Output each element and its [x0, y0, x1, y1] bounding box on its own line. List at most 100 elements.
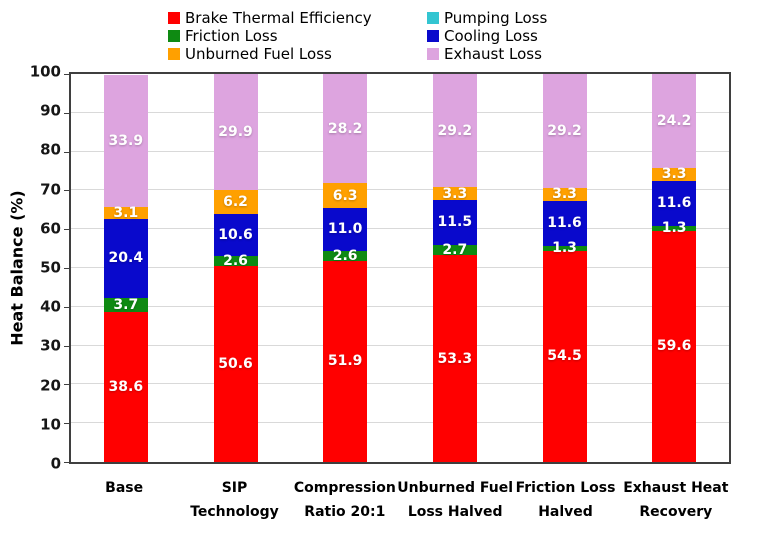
bar-segment: 11.6: [652, 180, 697, 226]
segment-value-label: 6.3: [332, 187, 358, 204]
bar-segment: 38.6: [103, 312, 148, 462]
segment-value-label: 24.2: [656, 112, 692, 129]
segment-value-label: 11.0: [327, 221, 363, 238]
legend-label: Brake Thermal Efficiency: [185, 9, 372, 27]
segment-value-label: 3.3: [442, 185, 468, 202]
segment-value-label: 3.3: [661, 166, 687, 183]
segment-value-label: 54.5: [547, 348, 582, 365]
legend-swatch-icon: [427, 12, 439, 24]
x-category-label-line: Halved: [538, 504, 593, 520]
gridline: [71, 189, 729, 191]
segment-value-label: 1.3: [552, 240, 577, 257]
y-tick-mark: [64, 384, 69, 386]
segment-value-label: 20.4: [108, 250, 144, 267]
bar-segment: 11.6: [542, 200, 587, 246]
bar-segment: 3.3: [652, 167, 697, 181]
legend-label: Unburned Fuel Loss: [185, 45, 332, 63]
segment-value-label: 53.3: [437, 350, 473, 367]
legend-column-2: Pumping Loss Cooling Loss Exhaust Loss: [427, 9, 547, 63]
segment-value-label: 2.6: [332, 247, 358, 264]
bar-segment: 28.2: [323, 74, 368, 184]
bar-segment: 1.3: [542, 241, 587, 255]
legend-item: Brake Thermal Efficiency: [168, 9, 372, 27]
y-tick-label: 30: [40, 336, 61, 355]
segment-value-label: 11.6: [547, 215, 582, 231]
bar-segment: 2.6: [323, 249, 368, 263]
segment-value-label: 51.9: [327, 353, 363, 370]
bar-segment: 29.2: [542, 74, 587, 188]
segment-value-label: 50.6: [218, 355, 253, 372]
bar-segment: 51.9: [323, 260, 368, 462]
segment-value-label: 29.9: [218, 124, 253, 141]
bar-segment: 3.1: [103, 206, 148, 220]
gridline: [71, 111, 729, 113]
bar-segment: 29.2: [432, 74, 477, 188]
segment-value-label: 2.6: [223, 252, 248, 269]
y-tick-mark: [64, 462, 69, 463]
legend-item: Unburned Fuel Loss: [168, 45, 372, 63]
legend-swatch-icon: [168, 48, 180, 60]
legend-item: Exhaust Loss: [427, 45, 547, 63]
legend-label: Cooling Loss: [444, 27, 538, 45]
legend-item: Pumping Loss: [427, 9, 547, 27]
y-tick-label: 100: [29, 62, 61, 81]
y-tick-label: 0: [50, 454, 61, 473]
legend-label: Exhaust Loss: [444, 45, 542, 63]
legend-label: Pumping Loss: [444, 9, 548, 27]
x-category-label-line: SIP: [221, 480, 248, 496]
legend-swatch-icon: [427, 30, 439, 42]
segment-value-label: 3.3: [552, 186, 577, 203]
segment-value-label: 1.3: [661, 220, 687, 237]
y-tick-label: 70: [40, 180, 61, 199]
segment-value-label: 33.9: [108, 132, 144, 149]
bar-segment: 6.2: [213, 190, 258, 215]
y-tick-mark: [64, 306, 69, 308]
segment-value-label: 38.6: [108, 379, 144, 396]
bar-6: 59.6 1.3 11.6 3.3 24.2: [652, 74, 697, 462]
legend-swatch-icon: [168, 30, 180, 42]
x-category-label: SIP Technology: [190, 476, 279, 524]
segment-value-label: 59.6: [656, 338, 692, 355]
bar-segment: 2.7: [432, 243, 477, 257]
x-category-label-line: Unburned Fuel: [397, 480, 514, 496]
bar-segment: 3.3: [542, 187, 587, 201]
bar-segment: 20.4: [103, 218, 148, 298]
segment-value-label: 2.7: [442, 241, 468, 258]
bar-3: 51.9 2.6 11.0 6.3 28.2: [323, 74, 368, 462]
gridline: [71, 305, 729, 307]
x-category-label-line: Loss Halved: [407, 504, 503, 520]
legend-item: Cooling Loss: [427, 27, 547, 45]
plot-area: 38.6 3.7 20.4 3.1 33.9 50.6 2.6 10.6 6.2 29.9 51.9…: [64, 72, 731, 464]
y-tick-label: 60: [40, 219, 61, 238]
x-category-label: Base: [105, 476, 143, 500]
x-category-label: Friction Loss Halved: [516, 476, 616, 524]
legend-label: Friction Loss: [185, 27, 278, 45]
y-tick-label: 10: [40, 415, 61, 434]
y-tick-mark: [64, 345, 69, 347]
segment-value-label: 3.7: [113, 297, 139, 314]
bar-segment: 3.7: [103, 297, 148, 313]
y-axis-ticks: 0 10 20 30 40 50 60 70 80 90 100: [0, 64, 61, 471]
x-category-label-line: Compression: [293, 480, 396, 496]
segment-value-label: 6.2: [223, 194, 248, 211]
y-tick-mark: [64, 112, 69, 114]
gridline: [71, 383, 729, 385]
segment-value-label: 10.6: [218, 227, 253, 244]
y-tick-label: 40: [40, 297, 61, 316]
bar-2: 50.6 2.6 10.6 6.2 29.9: [213, 74, 258, 462]
x-category-label-line: Ratio 20:1: [304, 504, 386, 520]
segment-value-label: 11.6: [656, 195, 692, 212]
x-category-label-line: Exhaust Heat: [623, 480, 729, 496]
legend-item: Friction Loss: [168, 27, 372, 45]
gridline: [71, 228, 729, 230]
y-tick-mark: [64, 151, 69, 153]
x-category-label-line: Technology: [190, 504, 279, 520]
bar-segment: 6.3: [323, 183, 368, 208]
bar-segment: 11.0: [323, 207, 368, 251]
segment-value-label: 29.2: [437, 122, 473, 139]
y-tick-mark: [64, 423, 69, 425]
y-tick-label: 90: [40, 101, 61, 120]
x-category-label-line: Base: [105, 480, 144, 496]
gridline: [71, 267, 729, 268]
